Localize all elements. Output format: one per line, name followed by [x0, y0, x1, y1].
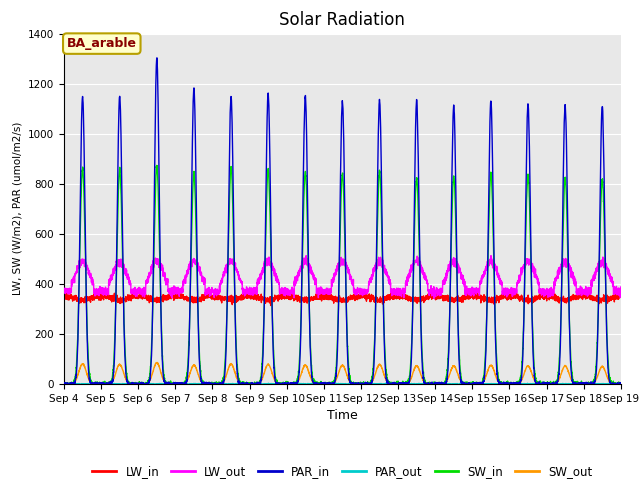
X-axis label: Time: Time [327, 409, 358, 422]
Title: Solar Radiation: Solar Radiation [280, 11, 405, 29]
Legend: LW_in, LW_out, PAR_in, PAR_out, SW_in, SW_out: LW_in, LW_out, PAR_in, PAR_out, SW_in, S… [88, 461, 597, 480]
Text: BA_arable: BA_arable [67, 37, 137, 50]
Y-axis label: LW, SW (W/m2), PAR (umol/m2/s): LW, SW (W/m2), PAR (umol/m2/s) [12, 122, 22, 296]
